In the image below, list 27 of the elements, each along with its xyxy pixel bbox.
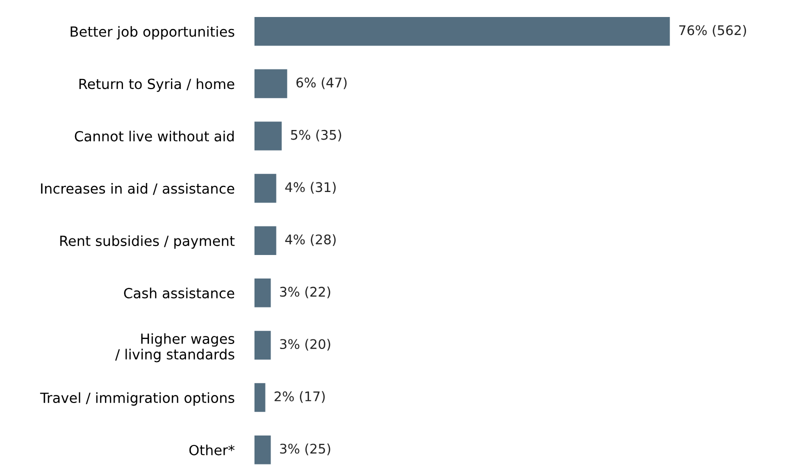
- bar: [254, 278, 271, 308]
- data-label: 3% (25): [280, 443, 330, 456]
- data-label: 3% (20): [280, 338, 330, 351]
- data-label: 5% (35): [291, 130, 342, 142]
- bar: [254, 174, 276, 203]
- bar: [254, 383, 266, 412]
- y-tick-label: Higher wages / living standards: [115, 333, 234, 362]
- data-label: 2% (17): [274, 391, 325, 403]
- y-tick-label: Return to Syria / home: [79, 78, 234, 92]
- data-label: 4% (28): [285, 234, 336, 246]
- y-tick-label: Other*: [189, 444, 235, 456]
- bar: [254, 17, 670, 46]
- y-tick-label: Increases in aid / assistance: [41, 183, 234, 195]
- bar: [254, 69, 288, 98]
- data-label: 3% (22): [280, 286, 330, 298]
- bar: [254, 435, 271, 464]
- y-tick-label: Cannot live without aid: [74, 130, 234, 142]
- y-tick-label: Rent subsidies / payment: [60, 235, 235, 249]
- data-label: 4% (31): [285, 182, 336, 194]
- y-tick-label: Better job opportunities: [70, 26, 234, 40]
- bar: [254, 226, 276, 255]
- bar: [254, 122, 282, 150]
- data-label: 6% (47): [296, 77, 347, 90]
- y-tick-label: Cash assistance: [124, 288, 234, 298]
- bar: [254, 330, 271, 360]
- data-label: 76% (562): [679, 25, 746, 37]
- y-tick-label: Travel / immigration options: [40, 392, 234, 406]
